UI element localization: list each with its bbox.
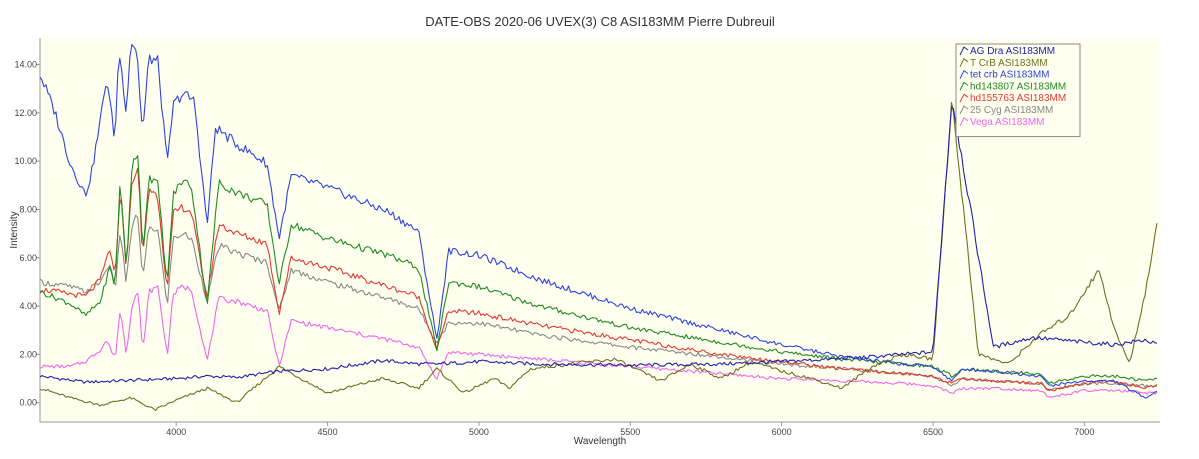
- legend-item[interactable]: tet crb ASI183MM: [970, 70, 1049, 81]
- series-line: [40, 101, 1158, 411]
- legend-swatch: [959, 69, 969, 79]
- legend-swatch: [959, 105, 969, 115]
- y-axis-label: Intensity: [9, 211, 20, 248]
- legend-item[interactable]: hd143807 ASI183MM: [970, 81, 1066, 92]
- x-tick-label: 7000: [1074, 427, 1094, 437]
- series-lines: [40, 43, 1158, 411]
- x-tick-label: 4500: [318, 427, 338, 437]
- x-ticks: 4000 4500 5000 5500 6000 6500 7000: [166, 422, 1094, 437]
- y-tick-label: 6.00: [19, 253, 37, 263]
- y-tick-label: 10.00: [14, 156, 37, 166]
- legend-item[interactable]: T CrB ASI183MM: [970, 58, 1048, 69]
- axes: [39, 38, 1160, 423]
- y-tick-label: 0.00: [19, 398, 37, 408]
- series-line: [40, 155, 1158, 385]
- legend-box: [955, 43, 1081, 138]
- series-line: [40, 43, 1158, 399]
- chart-title: DATE-OBS 2020-06 UVEX(3) C8 ASI183MM Pie…: [425, 14, 775, 29]
- y-tick-label: 2.00: [19, 349, 37, 359]
- legend-item[interactable]: hd155763 ASI183MM: [970, 93, 1066, 104]
- legend-swatch: [959, 58, 969, 68]
- y-tick-label: 8.00: [19, 204, 37, 214]
- x-tick-label: 6000: [772, 427, 792, 437]
- x-axis-label: Wavelength: [574, 436, 626, 447]
- series-line: [40, 106, 1158, 384]
- y-tick-label: 4.00: [19, 301, 37, 311]
- series-line: [40, 167, 1158, 392]
- legend-swatch: [959, 46, 969, 56]
- legend-swatch: [959, 81, 969, 91]
- legend-swatch: [959, 93, 969, 103]
- legend-swatch: [959, 117, 969, 127]
- x-tick-label: 6500: [923, 427, 943, 437]
- series-line: [40, 284, 1158, 398]
- y-tick-label: 12.00: [14, 108, 37, 118]
- x-tick-label: 5000: [469, 427, 489, 437]
- x-tick-label: 5500: [620, 427, 640, 437]
- legend-item[interactable]: Vega ASI183MM: [970, 117, 1045, 128]
- y-tick-label: 14.00: [14, 60, 37, 70]
- x-tick-label: 4000: [166, 427, 186, 437]
- legend-item[interactable]: 25 Cyg ASI183MM: [970, 105, 1053, 116]
- y-ticks: 0.00 2.00 4.00 6.00 8.00 10.00 12.00 14.00: [14, 60, 40, 408]
- legend-item[interactable]: AG Dra ASI183MM: [970, 46, 1055, 57]
